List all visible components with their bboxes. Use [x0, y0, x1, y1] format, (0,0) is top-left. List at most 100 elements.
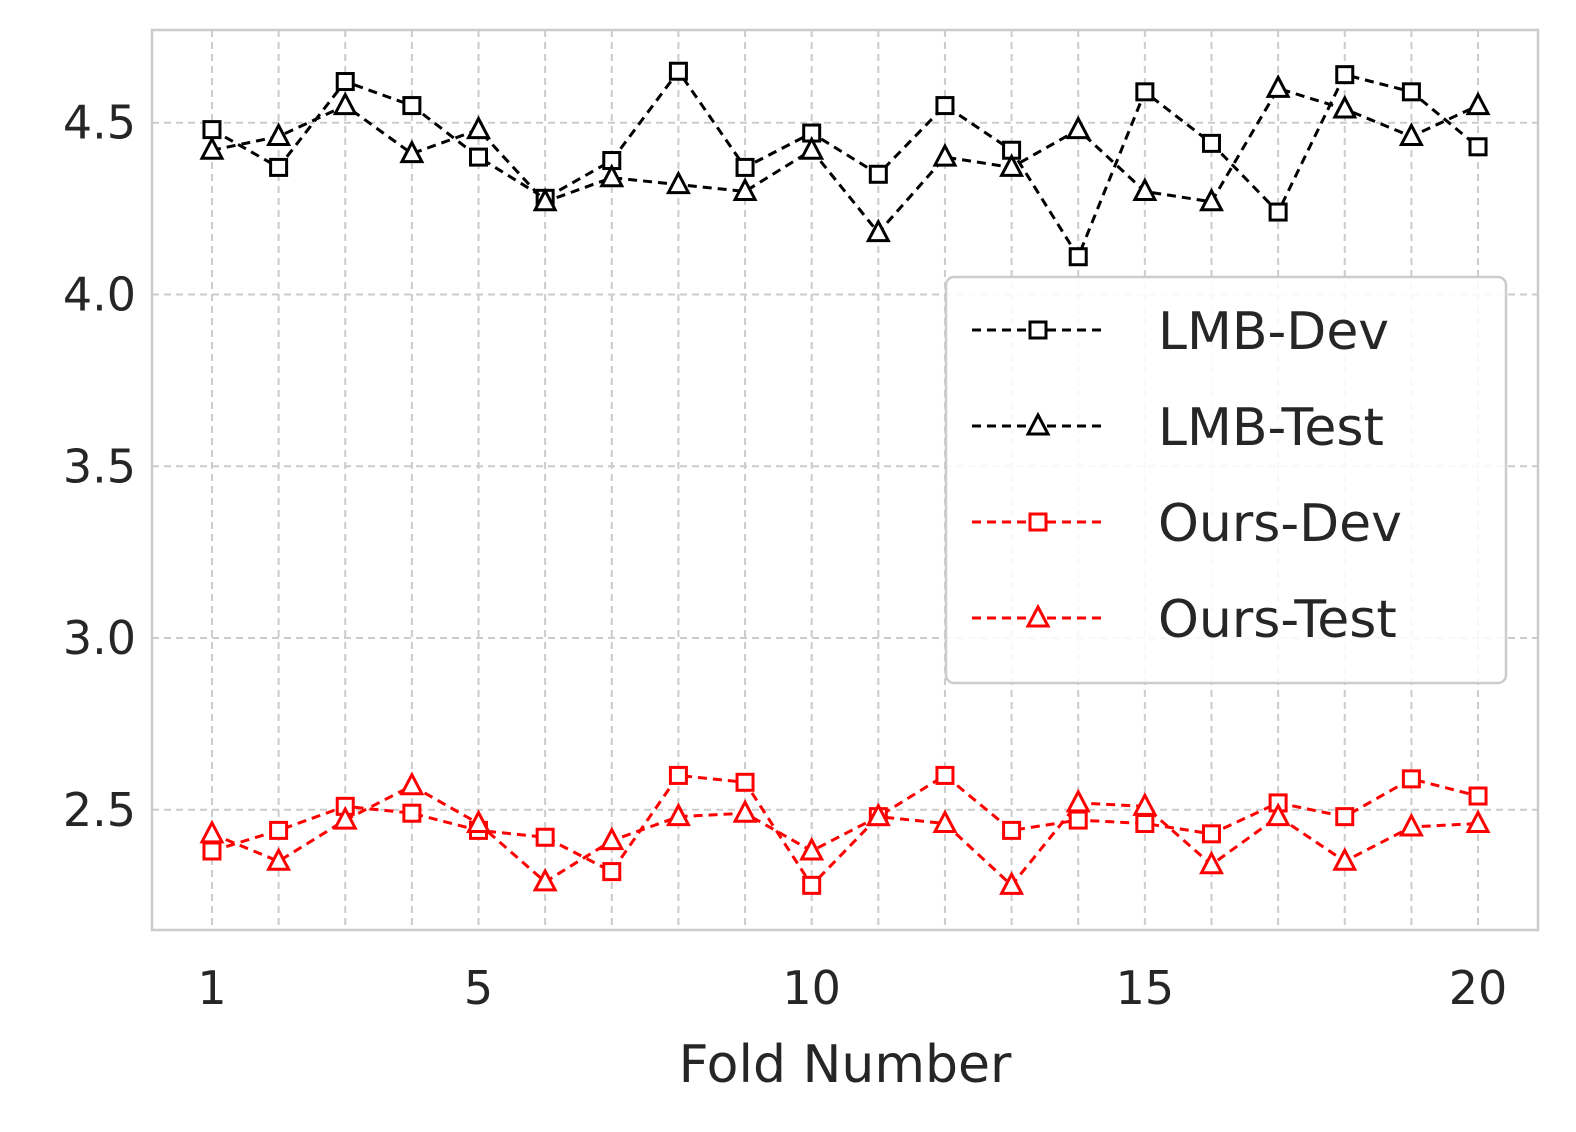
x-tick-label: 20 [1449, 961, 1508, 1015]
data-point [335, 72, 355, 92]
data-point [1132, 792, 1158, 816]
data-point [202, 841, 222, 861]
data-point [1465, 91, 1491, 116]
legend-label: Ours-Dev [1158, 494, 1402, 554]
data-point [1201, 824, 1221, 844]
data-point [932, 142, 958, 167]
data-point [599, 826, 625, 851]
data-point [602, 862, 622, 882]
data-point [1398, 122, 1424, 146]
data-point [1398, 812, 1424, 837]
data-point [1201, 133, 1221, 153]
data-point [868, 164, 888, 184]
data-point [1465, 809, 1491, 834]
y-tick-label: 4.0 [63, 268, 136, 322]
data-point [1468, 137, 1488, 157]
data-point [732, 177, 758, 201]
data-point [1335, 807, 1355, 827]
series-lmb-test [199, 74, 1491, 243]
data-point [668, 61, 688, 81]
data-point [668, 765, 688, 785]
data-point [999, 153, 1025, 177]
data-point [1268, 202, 1288, 222]
legend-label: Ours-Test [1158, 590, 1397, 650]
data-point [1068, 810, 1088, 830]
data-point [1468, 786, 1488, 806]
legend-item: Ours-Dev [972, 494, 1402, 554]
tick-layer: 1 5 10 15 202.53.03.54.04.5 [63, 96, 1507, 1015]
data-point [1065, 788, 1091, 813]
data-point [865, 802, 891, 827]
data-point [665, 170, 691, 195]
series-line [211, 773, 1479, 888]
legend: LMB-Dev LMB-Test Ours-Dev Ours-Test [944, 275, 1508, 685]
data-point [466, 115, 491, 140]
legend-label: LMB-Test [1158, 398, 1384, 458]
y-tick-label: 2.5 [63, 783, 136, 837]
legend-marker [1025, 603, 1051, 628]
data-point [269, 157, 289, 177]
data-point [202, 120, 222, 140]
legend-item: LMB-Test [972, 398, 1384, 458]
data-point [402, 803, 422, 823]
data-point [399, 139, 425, 164]
data-point [1199, 850, 1224, 875]
data-point [535, 827, 555, 847]
data-point [732, 798, 758, 823]
data-point [665, 802, 691, 827]
data-point [935, 96, 955, 116]
data-point [735, 157, 755, 177]
x-tick-label: 10 [782, 961, 841, 1015]
series-lmb-dev [202, 61, 1488, 267]
data-point [269, 820, 289, 840]
data-point [1265, 802, 1291, 827]
data-point [1401, 82, 1421, 102]
data-point [1332, 94, 1358, 119]
x-axis-label: Fold Number [679, 1035, 1012, 1095]
data-point [332, 91, 358, 116]
series-line [211, 86, 1479, 235]
data-point [999, 871, 1025, 895]
data-point [1199, 187, 1224, 212]
series-ours-dev [202, 765, 1488, 895]
data-point [1401, 769, 1421, 789]
data-point [1002, 820, 1022, 840]
legend-marker [1028, 320, 1048, 340]
x-tick-label: 5 [464, 961, 493, 1015]
data-point [1068, 247, 1088, 267]
data-point [735, 772, 755, 792]
series-line [211, 68, 1479, 261]
data-point [1332, 847, 1358, 871]
legend-item: LMB-Dev [972, 302, 1389, 362]
data-point [799, 136, 825, 160]
data-point [532, 867, 558, 892]
series-ours-test [199, 771, 1491, 895]
y-tick-label: 3.0 [63, 611, 136, 665]
data-point [1135, 814, 1155, 834]
x-tick-label: 15 [1116, 961, 1175, 1015]
series-line [211, 784, 1479, 888]
data-point [1135, 82, 1155, 102]
legend-marker [1025, 411, 1051, 436]
x-tick-label: 1 [197, 961, 226, 1015]
data-point [1065, 115, 1091, 140]
plot-frame [150, 28, 1540, 932]
data-point [332, 805, 358, 830]
data-point [1132, 177, 1158, 201]
data-point [402, 96, 422, 116]
y-tick-label: 4.5 [63, 96, 136, 150]
data-point [935, 765, 955, 785]
data-point [266, 847, 292, 871]
data-point [266, 122, 292, 146]
data-point [199, 136, 225, 160]
series-layer [199, 61, 1491, 895]
data-point [466, 809, 491, 834]
data-point [1265, 74, 1291, 98]
data-point [532, 187, 558, 212]
legend-marker [1028, 512, 1048, 532]
data-point [1335, 65, 1355, 85]
data-point [802, 875, 822, 895]
data-point [799, 836, 825, 861]
data-point [932, 809, 958, 834]
